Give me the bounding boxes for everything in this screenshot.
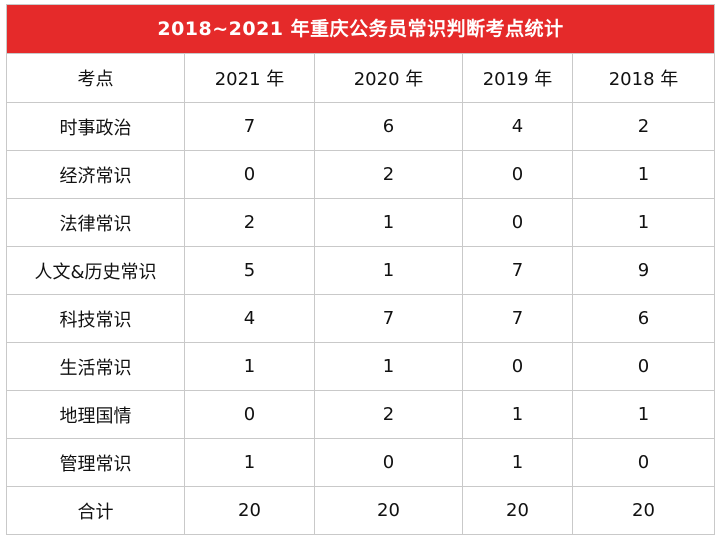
total-value-cell: 20 xyxy=(184,486,315,535)
value-cell: 0 xyxy=(572,438,715,487)
table-row: 人文&历史常识 5 1 7 9 xyxy=(6,246,715,295)
table-row: 管理常识 1 0 1 0 xyxy=(6,438,715,487)
value-cell: 1 xyxy=(572,390,715,439)
header-cell-2019: 2019 年 xyxy=(462,53,573,103)
header-cell-topic: 考点 xyxy=(6,53,185,103)
header-cell-2021: 2021 年 xyxy=(184,53,315,103)
value-cell: 0 xyxy=(462,198,573,247)
value-cell: 5 xyxy=(184,246,315,295)
value-cell: 0 xyxy=(462,342,573,391)
value-cell: 0 xyxy=(462,150,573,199)
topic-cell: 生活常识 xyxy=(6,342,185,391)
topic-cell: 管理常识 xyxy=(6,438,185,487)
value-cell: 9 xyxy=(572,246,715,295)
value-cell: 1 xyxy=(462,390,573,439)
topic-cell: 时事政治 xyxy=(6,102,185,151)
topic-cell: 人文&历史常识 xyxy=(6,246,185,295)
value-cell: 1 xyxy=(462,438,573,487)
value-cell: 2 xyxy=(314,390,463,439)
table-row: 经济常识 0 2 0 1 xyxy=(6,150,715,199)
value-cell: 1 xyxy=(184,342,315,391)
header-row: 考点 2021 年 2020 年 2019 年 2018 年 xyxy=(6,53,715,103)
value-cell: 2 xyxy=(572,102,715,151)
value-cell: 1 xyxy=(314,198,463,247)
table-row: 科技常识 4 7 7 6 xyxy=(6,294,715,343)
value-cell: 0 xyxy=(572,342,715,391)
total-value-cell: 20 xyxy=(314,486,463,535)
topic-cell: 科技常识 xyxy=(6,294,185,343)
stats-table: 2018~2021 年重庆公务员常识判断考点统计 考点 2021 年 2020 … xyxy=(6,4,715,535)
total-value-cell: 20 xyxy=(572,486,715,535)
total-label-cell: 合计 xyxy=(6,486,185,535)
total-value-cell: 20 xyxy=(462,486,573,535)
topic-cell: 地理国情 xyxy=(6,390,185,439)
value-cell: 6 xyxy=(314,102,463,151)
value-cell: 2 xyxy=(314,150,463,199)
table-row: 法律常识 2 1 0 1 xyxy=(6,198,715,247)
value-cell: 7 xyxy=(462,294,573,343)
value-cell: 7 xyxy=(314,294,463,343)
stats-table-container: 2018~2021 年重庆公务员常识判断考点统计 考点 2021 年 2020 … xyxy=(6,4,715,537)
table-row: 生活常识 1 1 0 0 xyxy=(6,342,715,391)
value-cell: 7 xyxy=(184,102,315,151)
value-cell: 4 xyxy=(184,294,315,343)
total-row: 合计 20 20 20 20 xyxy=(6,486,715,535)
value-cell: 0 xyxy=(184,150,315,199)
table-row: 时事政治 7 6 4 2 xyxy=(6,102,715,151)
topic-cell: 法律常识 xyxy=(6,198,185,247)
value-cell: 1 xyxy=(572,198,715,247)
value-cell: 1 xyxy=(314,246,463,295)
table-row: 地理国情 0 2 1 1 xyxy=(6,390,715,439)
value-cell: 4 xyxy=(462,102,573,151)
value-cell: 0 xyxy=(314,438,463,487)
header-cell-2018: 2018 年 xyxy=(572,53,715,103)
header-cell-2020: 2020 年 xyxy=(314,53,463,103)
topic-cell: 经济常识 xyxy=(6,150,185,199)
value-cell: 2 xyxy=(184,198,315,247)
value-cell: 6 xyxy=(572,294,715,343)
table-title: 2018~2021 年重庆公务员常识判断考点统计 xyxy=(6,4,715,53)
value-cell: 1 xyxy=(572,150,715,199)
value-cell: 1 xyxy=(314,342,463,391)
value-cell: 7 xyxy=(462,246,573,295)
value-cell: 1 xyxy=(184,438,315,487)
value-cell: 0 xyxy=(184,390,315,439)
